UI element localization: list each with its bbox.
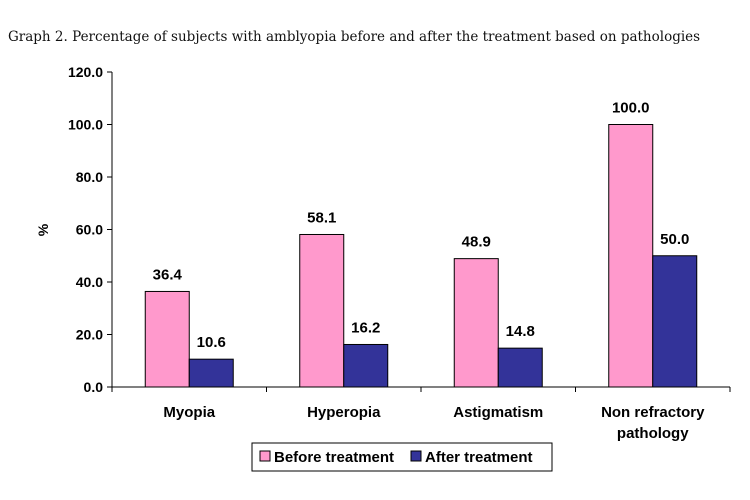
legend-swatch	[410, 450, 422, 462]
x-tick-label: pathology	[617, 425, 689, 442]
x-tick-label: Astigmatism	[453, 404, 543, 421]
data-label: 36.4	[153, 266, 183, 283]
y-tick-label: 60.0	[76, 222, 103, 238]
legend-label: After treatment	[425, 449, 533, 466]
data-label: 58.1	[307, 209, 336, 226]
bar	[299, 233, 345, 388]
bar	[144, 290, 190, 388]
x-tick-label: Hyperopia	[307, 404, 381, 421]
bar	[453, 258, 499, 388]
y-tick-label: 80.0	[76, 169, 103, 185]
bar	[608, 124, 654, 388]
legend-label: Before treatment	[274, 449, 394, 466]
data-label: 100.0	[612, 100, 650, 117]
bar	[652, 255, 698, 388]
legend-swatch	[259, 450, 271, 462]
y-tick-label: 100.0	[68, 117, 103, 133]
data-label: 16.2	[351, 319, 380, 336]
data-label: 48.9	[462, 234, 491, 251]
data-label: 50.0	[660, 231, 689, 248]
y-tick-label: 0.0	[84, 379, 104, 395]
y-tick-label: 40.0	[76, 274, 103, 290]
legend-box	[251, 442, 553, 472]
x-tick-label: Myopia	[163, 404, 215, 421]
y-tick-label: 20.0	[76, 327, 103, 343]
bar	[343, 343, 389, 388]
bar	[188, 358, 234, 388]
x-tick-label: Non refractory	[601, 404, 705, 421]
data-label: 10.6	[197, 334, 226, 351]
chart-title: Graph 2. Percentage of subjects with amb…	[8, 29, 701, 45]
y-axis-label: %	[35, 223, 51, 236]
y-tick-label: 120.0	[68, 64, 103, 80]
bar	[497, 347, 543, 388]
data-label: 14.8	[506, 323, 535, 340]
